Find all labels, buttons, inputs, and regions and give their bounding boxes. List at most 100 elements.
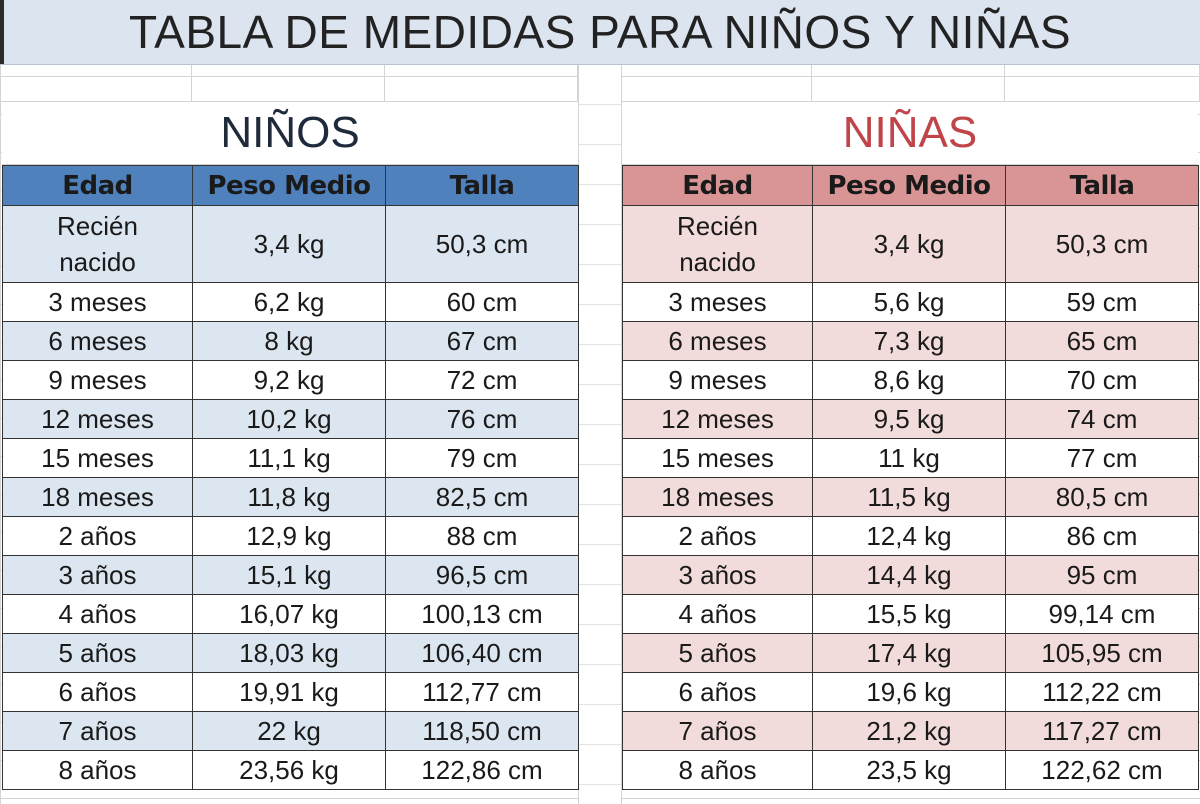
table-row: 7 años 22 kg 118,50 cm: [2, 711, 579, 751]
age-cell: 15 meses: [2, 438, 193, 478]
weight-cell: 19,6 kg: [812, 672, 1006, 712]
table-row: 3 años 14,4 kg 95 cm: [622, 555, 1199, 595]
spacer-cell: [622, 64, 812, 102]
height-cell: 122,62 cm: [1005, 750, 1199, 790]
table-row: 8 años 23,5 kg 122,62 cm: [622, 750, 1199, 790]
height-cell: 79 cm: [385, 438, 579, 478]
weight-cell: 14,4 kg: [812, 555, 1006, 595]
age-cell: 5 años: [622, 633, 813, 673]
table-row: 3 meses 6,2 kg 60 cm: [2, 282, 579, 322]
girls-header-row: Edad Peso Medio Talla: [622, 165, 1199, 206]
table-row: 8 años 23,56 kg 122,86 cm: [2, 750, 579, 790]
age-line-2: nacido: [59, 247, 136, 277]
weight-cell: 16,07 kg: [192, 594, 386, 634]
age-cell: 18 meses: [2, 477, 193, 517]
table-row: 9 meses 9,2 kg 72 cm: [2, 360, 579, 400]
title-bar: TABLA DE MEDIDAS PARA NIÑOS Y NIÑAS: [0, 0, 1200, 65]
height-cell: 59 cm: [1005, 282, 1199, 322]
height-cell: 122,86 cm: [385, 750, 579, 790]
column-header-weight: Peso Medio: [192, 165, 386, 206]
age-cell: 3 meses: [622, 282, 813, 322]
table-row: Recién nacido 3,4 kg 50,3 cm: [2, 205, 579, 283]
table-row: 12 meses 9,5 kg 74 cm: [622, 399, 1199, 439]
height-cell: 100,13 cm: [385, 594, 579, 634]
height-cell: 112,22 cm: [1005, 672, 1199, 712]
boys-header-row: Edad Peso Medio Talla: [2, 165, 579, 206]
table-row: 18 meses 11,5 kg 80,5 cm: [622, 477, 1199, 517]
age-cell: 6 años: [2, 672, 193, 712]
column-header-height: Talla: [1005, 165, 1199, 206]
age-cell: Recién nacido: [622, 205, 813, 283]
title-left-edge: [0, 0, 4, 64]
table-row: 9 meses 8,6 kg 70 cm: [622, 360, 1199, 400]
age-cell: 2 años: [2, 516, 193, 556]
weight-cell: 9,5 kg: [812, 399, 1006, 439]
weight-cell: 11,1 kg: [192, 438, 386, 478]
weight-cell: 7,3 kg: [812, 321, 1006, 361]
age-cell: 5 años: [2, 633, 193, 673]
table-row: 6 años 19,91 kg 112,77 cm: [2, 672, 579, 712]
table-row: 5 años 18,03 kg 106,40 cm: [2, 633, 579, 673]
table-row: 4 años 15,5 kg 99,14 cm: [622, 594, 1199, 634]
weight-cell: 11,8 kg: [192, 477, 386, 517]
boys-section: NIÑOS Edad Peso Medio Talla Recién nacido…: [2, 102, 579, 790]
weight-cell: 18,03 kg: [192, 633, 386, 673]
height-cell: 99,14 cm: [1005, 594, 1199, 634]
height-cell: 117,27 cm: [1005, 711, 1199, 751]
height-cell: 74 cm: [1005, 399, 1199, 439]
age-cell: 3 años: [2, 555, 193, 595]
weight-cell: 10,2 kg: [192, 399, 386, 439]
age-cell: 7 años: [622, 711, 813, 751]
table-row: 6 meses 7,3 kg 65 cm: [622, 321, 1199, 361]
age-cell: 6 meses: [622, 321, 813, 361]
spacer-cell: [812, 64, 1005, 102]
age-cell: 3 meses: [2, 282, 193, 322]
age-cell: 6 meses: [2, 321, 193, 361]
spacer-cell: [192, 64, 385, 102]
height-cell: 50,3 cm: [385, 205, 579, 283]
table-row: 3 años 15,1 kg 96,5 cm: [2, 555, 579, 595]
table-row: 12 meses 10,2 kg 76 cm: [2, 399, 579, 439]
spacer-cell: [385, 64, 578, 102]
weight-cell: 3,4 kg: [192, 205, 386, 283]
height-cell: 95 cm: [1005, 555, 1199, 595]
weight-cell: 22 kg: [192, 711, 386, 751]
age-cell: 8 años: [622, 750, 813, 790]
age-cell: 3 años: [622, 555, 813, 595]
table-row: Recién nacido 3,4 kg 50,3 cm: [622, 205, 1199, 283]
weight-cell: 12,4 kg: [812, 516, 1006, 556]
boys-table-body: Recién nacido 3,4 kg 50,3 cm 3 meses 6,2 kg 60…: [2, 205, 579, 790]
table-row: 15 meses 11 kg 77 cm: [622, 438, 1199, 478]
column-header-age: Edad: [2, 165, 193, 206]
table-row: 6 años 19,6 kg 112,22 cm: [622, 672, 1199, 712]
boys-heading: NIÑOS: [2, 102, 578, 165]
height-cell: 65 cm: [1005, 321, 1199, 361]
height-cell: 112,77 cm: [385, 672, 579, 712]
page-title: TABLA DE MEDIDAS PARA NIÑOS Y NIÑAS: [128, 6, 1072, 58]
age-line-2: nacido: [679, 247, 756, 277]
weight-cell: 21,2 kg: [812, 711, 1006, 751]
age-cell: 2 años: [622, 516, 813, 556]
height-cell: 80,5 cm: [1005, 477, 1199, 517]
height-cell: 76 cm: [385, 399, 579, 439]
table-row: 18 meses 11,8 kg 82,5 cm: [2, 477, 579, 517]
girls-table-body: Recién nacido 3,4 kg 50,3 cm 3 meses 5,6 kg 59…: [622, 205, 1199, 790]
weight-cell: 23,5 kg: [812, 750, 1006, 790]
height-cell: 105,95 cm: [1005, 633, 1199, 673]
age-cell: 12 meses: [622, 399, 813, 439]
height-cell: 60 cm: [385, 282, 579, 322]
spacer-cell: [0, 64, 192, 102]
weight-cell: 19,91 kg: [192, 672, 386, 712]
age-line-1: Recién: [57, 211, 138, 241]
height-cell: 106,40 cm: [385, 633, 579, 673]
table-row: 15 meses 11,1 kg 79 cm: [2, 438, 579, 478]
table-row: 2 años 12,9 kg 88 cm: [2, 516, 579, 556]
age-cell: 6 años: [622, 672, 813, 712]
girls-table: Edad Peso Medio Talla Recién nacido 3,4 kg…: [622, 165, 1199, 790]
age-cell: 12 meses: [2, 399, 193, 439]
girls-heading: NIÑAS: [622, 102, 1198, 165]
height-cell: 82,5 cm: [385, 477, 579, 517]
weight-cell: 23,56 kg: [192, 750, 386, 790]
age-cell: 18 meses: [622, 477, 813, 517]
weight-cell: 12,9 kg: [192, 516, 386, 556]
